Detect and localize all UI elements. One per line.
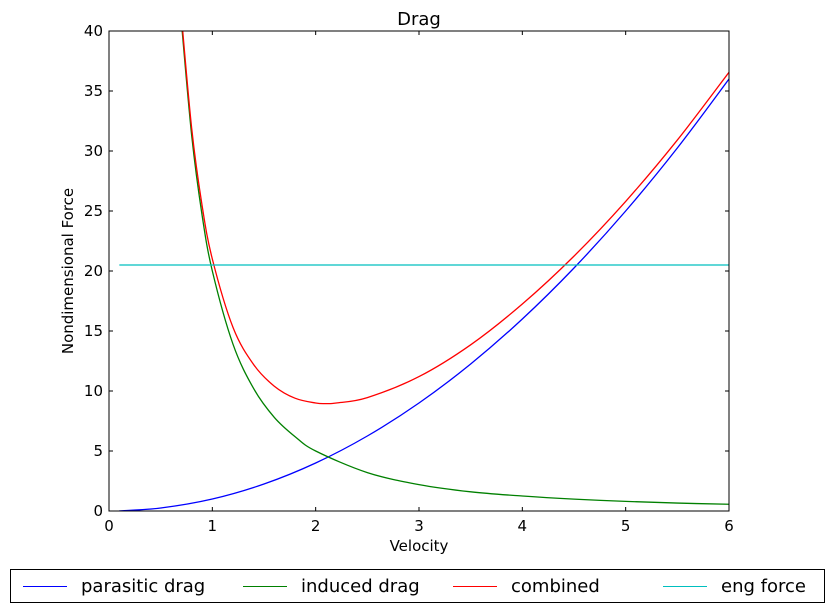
y-tick-label: 30 — [84, 142, 103, 160]
x-tick-label: 5 — [621, 517, 631, 535]
legend-label: parasitic drag — [81, 575, 206, 597]
x-tick-label: 6 — [724, 517, 734, 535]
y-tick-label: 5 — [93, 442, 103, 460]
y-tick-label: 25 — [84, 202, 103, 220]
legend-label: induced drag — [301, 575, 420, 597]
x-tick-label: 0 — [104, 517, 114, 535]
legend-swatch — [663, 585, 707, 587]
legend-entry-eng-force: eng force — [663, 570, 806, 602]
x-tick-label: 4 — [518, 517, 528, 535]
series-line-parasitic-drag — [119, 78, 729, 511]
x-tick-label: 2 — [311, 517, 321, 535]
legend-swatch — [23, 585, 67, 587]
y-tick-label: 20 — [84, 262, 103, 280]
legend-entry-induced-drag: induced drag — [243, 570, 420, 602]
y-tick-label: 40 — [84, 22, 103, 40]
y-axis-label: Nondimensional Force — [59, 188, 77, 354]
series-line-induced-drag — [181, 31, 729, 505]
series-line-combined — [182, 31, 729, 405]
y-tick-label: 35 — [84, 82, 103, 100]
axes-frame — [108, 30, 730, 512]
legend-entry-parasitic-drag: parasitic drag — [23, 570, 205, 602]
x-axis-label: Velocity — [390, 537, 449, 555]
legend-swatch — [243, 585, 287, 587]
legend: parasitic drag induced drag combined eng fo… — [10, 569, 825, 603]
legend-entry-combined: combined — [453, 570, 600, 602]
series-layer — [119, 31, 729, 511]
legend-label: combined — [511, 575, 600, 597]
legend-label: eng force — [721, 575, 806, 597]
chart-title: Drag — [397, 9, 441, 30]
x-tick-label: 3 — [414, 517, 424, 535]
legend-swatch — [453, 585, 497, 587]
y-tick-label: 10 — [84, 382, 103, 400]
tick-layer: 0 1 2 3 4 5 6 0 5 10 15 20 25 30 35 40 — [84, 22, 734, 535]
y-tick-label: 0 — [93, 502, 103, 520]
y-tick-label: 15 — [84, 322, 103, 340]
x-tick-label: 1 — [208, 517, 218, 535]
